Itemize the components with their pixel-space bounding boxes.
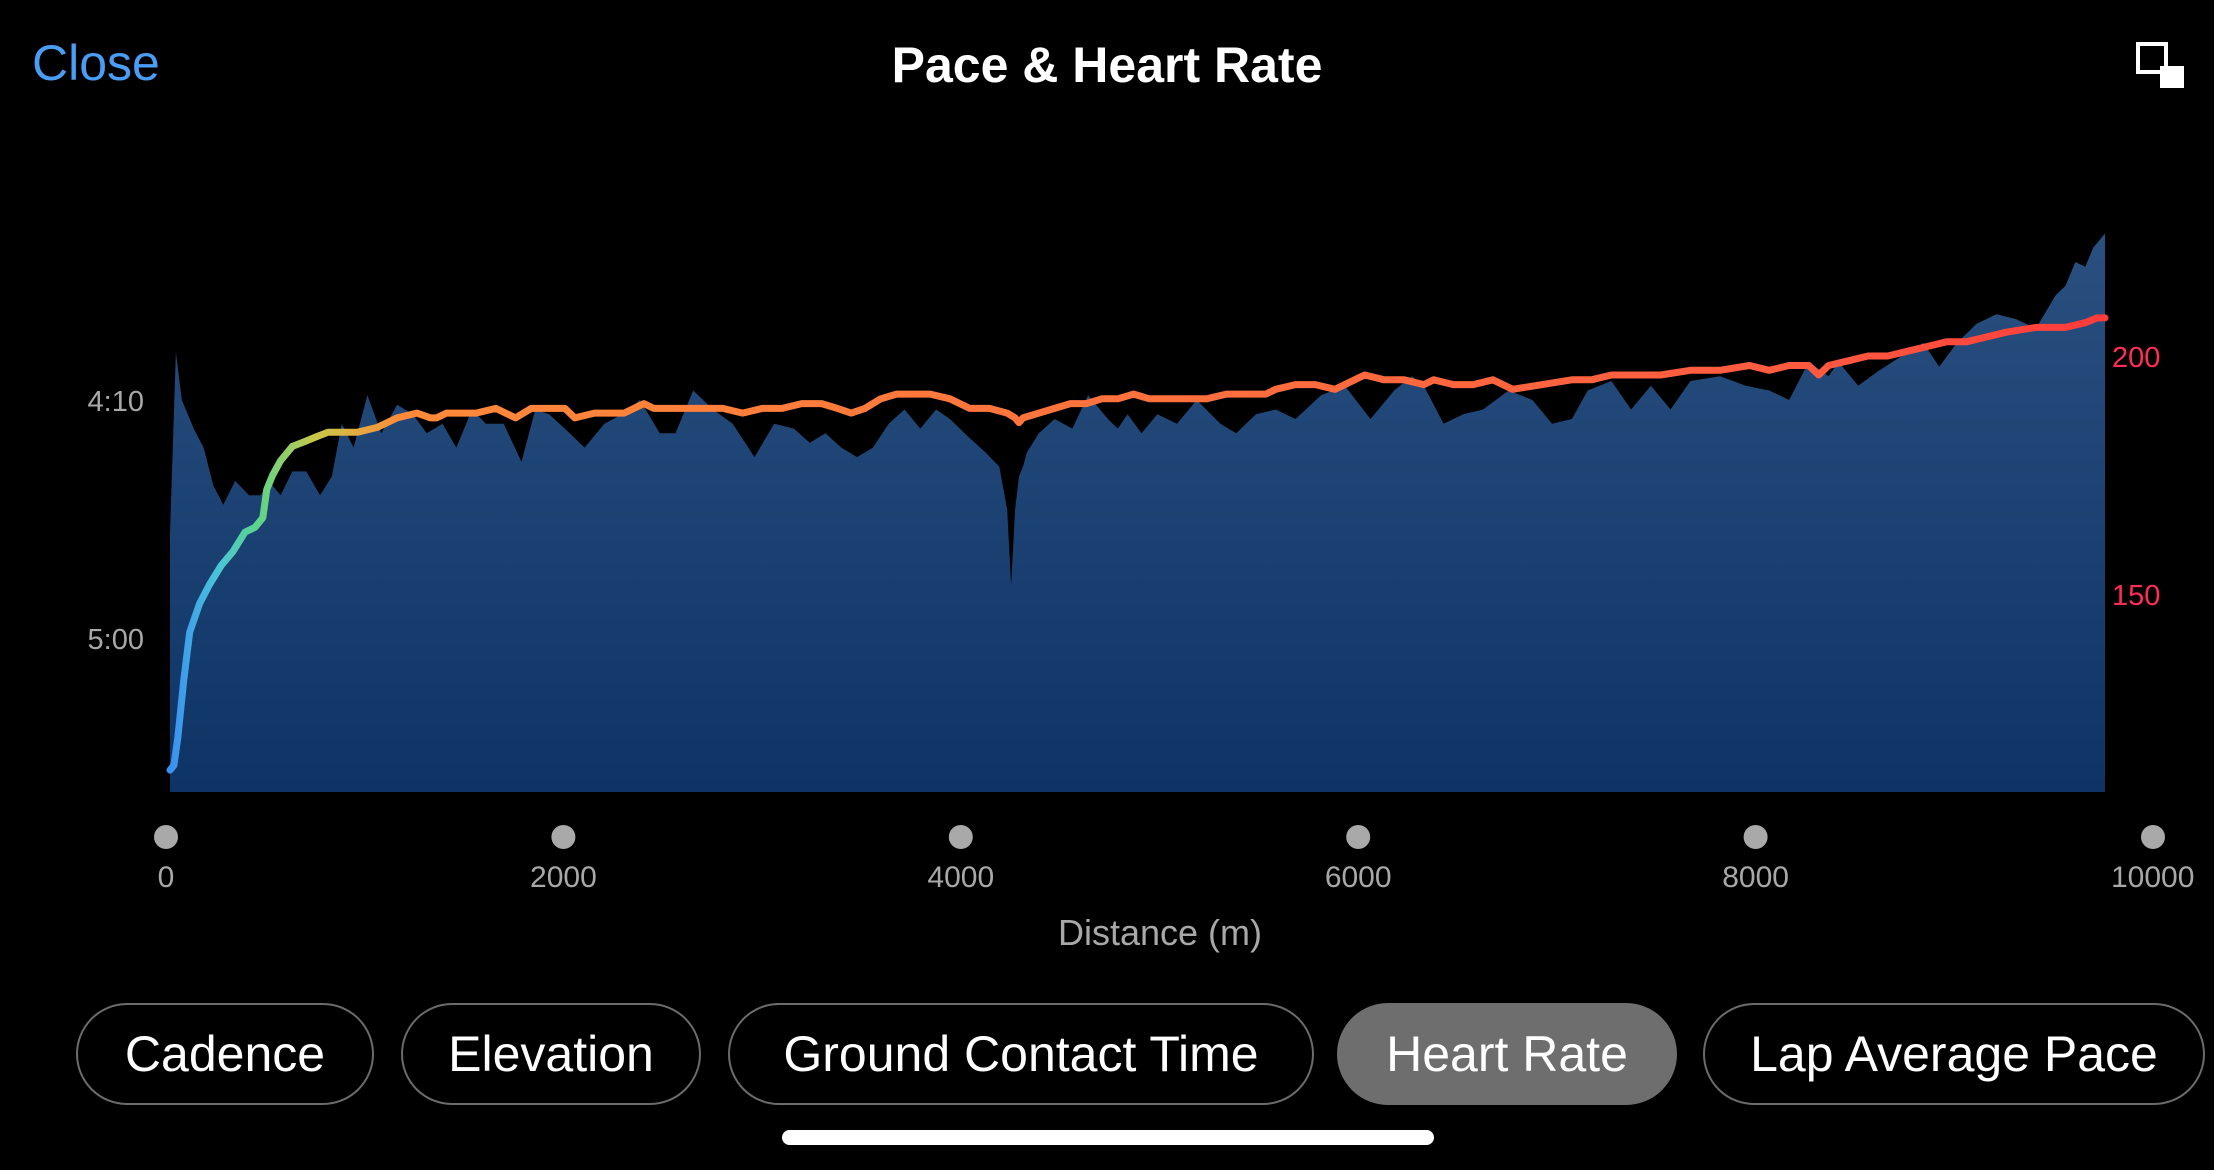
tab-heart-rate[interactable]: Heart Rate <box>1337 1003 1677 1105</box>
x-tick-label: 6000 <box>1325 861 1392 894</box>
tab-ground-contact-time[interactable]: Ground Contact Time <box>728 1003 1314 1105</box>
x-axis-label: Distance (m) <box>1057 912 1263 953</box>
left-tick-label: 5:00 <box>88 624 144 656</box>
scrubber-dot[interactable] <box>1346 825 1371 849</box>
x-tick-label: 0 <box>158 861 175 894</box>
x-tick-label: 8000 <box>1722 861 1789 894</box>
pace-heart-rate-chart[interactable]: 4:10 5:00 200 150 0 2000 4000 6000 8000 10000 <box>0 0 2214 1000</box>
right-tick-label: 150 <box>2112 580 2160 612</box>
scrubber-dot[interactable] <box>154 825 178 849</box>
scrubber-dot[interactable] <box>1743 825 1768 849</box>
x-tick-label: 4000 <box>927 861 994 894</box>
tab-elevation[interactable]: Elevation <box>401 1003 701 1105</box>
home-indicator <box>782 1130 1434 1145</box>
tab-cadence[interactable]: Cadence <box>76 1003 374 1105</box>
scrubber-dot[interactable] <box>948 825 973 849</box>
close-button[interactable]: Close <box>32 35 160 91</box>
heart-rate-line <box>166 314 2109 774</box>
x-tick-label: 10000 <box>2111 861 2194 894</box>
expand-icon[interactable] <box>2136 42 2186 90</box>
scrubber-dot[interactable] <box>2141 825 2165 849</box>
scrubber-dot[interactable] <box>551 825 576 849</box>
page-title: Pace & Heart Rate <box>891 37 1323 93</box>
tab-lap-average-pace[interactable]: Lap Average Pace <box>1703 1003 2205 1105</box>
left-tick-label: 4:10 <box>88 386 144 418</box>
x-tick-label: 2000 <box>530 861 597 894</box>
metric-tabs: Cadence Elevation Ground Contact Time Heart… <box>76 1003 2214 1109</box>
right-tick-label: 200 <box>2112 342 2160 374</box>
pace-area <box>170 233 2106 792</box>
